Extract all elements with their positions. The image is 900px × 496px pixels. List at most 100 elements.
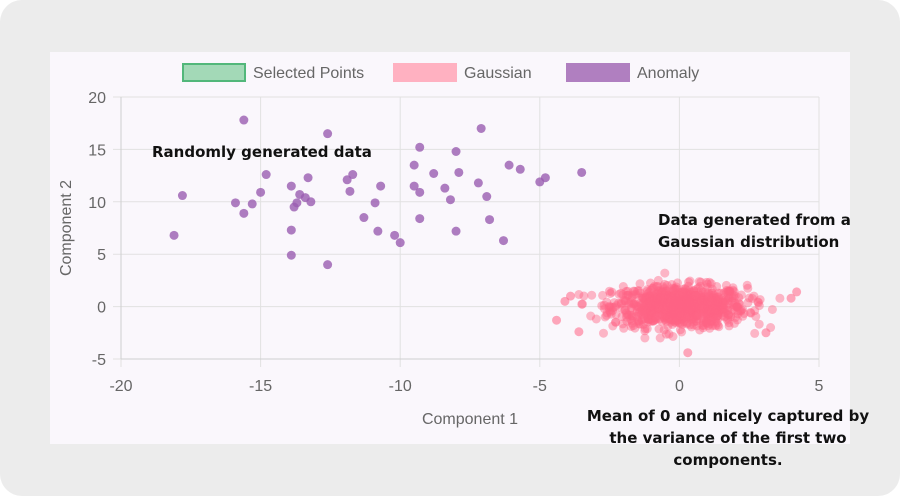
gaussian-point [668,295,678,305]
gaussian-point [650,295,659,305]
gaussian-point [659,312,669,322]
gaussian-point [627,316,637,326]
anomaly-point [370,198,380,208]
legend-item[interactable]: Anomaly [566,63,699,82]
gaussian-point [657,307,667,316]
gaussian-point [672,316,682,325]
gaussian-point [734,298,744,308]
gaussian-point [641,292,651,302]
gaussian-point [685,308,695,318]
gaussian-point [680,295,690,305]
gaussian-point [680,317,689,327]
gaussian-point [711,294,721,304]
gaussian-point [697,320,707,330]
gaussian-point [635,319,645,329]
gaussian-point [676,304,686,314]
gaussian-point [641,304,651,314]
gaussian-point [685,301,695,310]
gaussian-point [645,293,655,303]
gaussian-point [645,296,655,306]
gaussian-point [683,310,693,320]
annotation-mean-variance: Mean of 0 and nicely captured by the var… [586,407,870,469]
gaussian-point [646,301,656,311]
gaussian-point [655,297,665,307]
gaussian-point [662,280,672,290]
gaussian-point [685,305,695,315]
gaussian-point [658,296,668,306]
gaussian-point [681,299,691,309]
gaussian-point [693,298,703,308]
gaussian-point [622,290,631,300]
gaussian-point [671,310,681,320]
gaussian-point [672,298,682,308]
gaussian-point [681,296,691,306]
anomaly-point [376,181,386,191]
gaussian-point [633,315,643,325]
gaussian-point [670,296,680,306]
gaussian-point [640,333,650,343]
gaussian-point [662,290,672,300]
gaussian-point [641,300,650,310]
gaussian-point [637,292,647,302]
anomaly-point [390,230,400,240]
gaussian-point [666,293,676,303]
gaussian-point [706,297,716,307]
gaussian-point [698,323,708,333]
gaussian-point [697,296,707,306]
gaussian-point [671,295,681,305]
gaussian-point [602,310,612,320]
gaussian-point [622,316,632,326]
gaussian-point [675,289,685,299]
gaussian-point [690,302,700,312]
legend-swatch [182,63,246,82]
gaussian-point [689,299,699,309]
gaussian-point [671,300,681,310]
gaussian-point [679,305,689,315]
gaussian-point [676,298,686,308]
gaussian-point [650,312,660,322]
gaussian-point [670,315,680,325]
gaussian-point [614,298,623,308]
gaussian-point [618,282,628,291]
legend-item[interactable]: Selected Points [182,63,364,82]
gaussian-point [696,305,706,315]
gaussian-point [724,321,734,331]
gaussian-point [707,296,717,306]
gaussian-point [653,303,663,313]
gaussian-point [661,287,671,297]
gaussian-point [655,299,665,309]
gaussian-point [674,317,684,327]
gaussian-point [676,312,686,321]
anomaly-point [303,173,313,183]
gaussian-point [685,304,695,314]
gaussian-point [671,282,681,292]
gaussian-point [703,309,713,319]
gaussian-point [659,293,669,303]
gaussian-point [646,295,656,305]
gaussian-point [706,279,716,289]
gaussian-point [670,285,680,295]
gaussian-point [685,292,695,302]
gaussian-point [664,290,673,300]
gaussian-point [714,294,724,304]
gaussian-point [699,301,709,311]
gaussian-point [628,321,638,331]
gaussian-point [723,303,733,312]
gaussian-point [680,283,690,293]
legend-item[interactable]: Gaussian [393,63,532,82]
gaussian-point [659,325,669,335]
gaussian-point [711,294,721,303]
gaussian-point [669,291,679,301]
gaussian-point [691,302,701,312]
gaussian-point [652,295,662,305]
gaussian-point [650,290,660,300]
gaussian-point [623,286,633,296]
gaussian-point [711,305,721,315]
gaussian-point [673,297,683,307]
gaussian-point [683,292,693,302]
gaussian-point [632,307,642,317]
gaussian-point [685,276,695,286]
gaussian-point [704,277,714,287]
gaussian-point [709,290,719,300]
gaussian-point [692,310,702,319]
